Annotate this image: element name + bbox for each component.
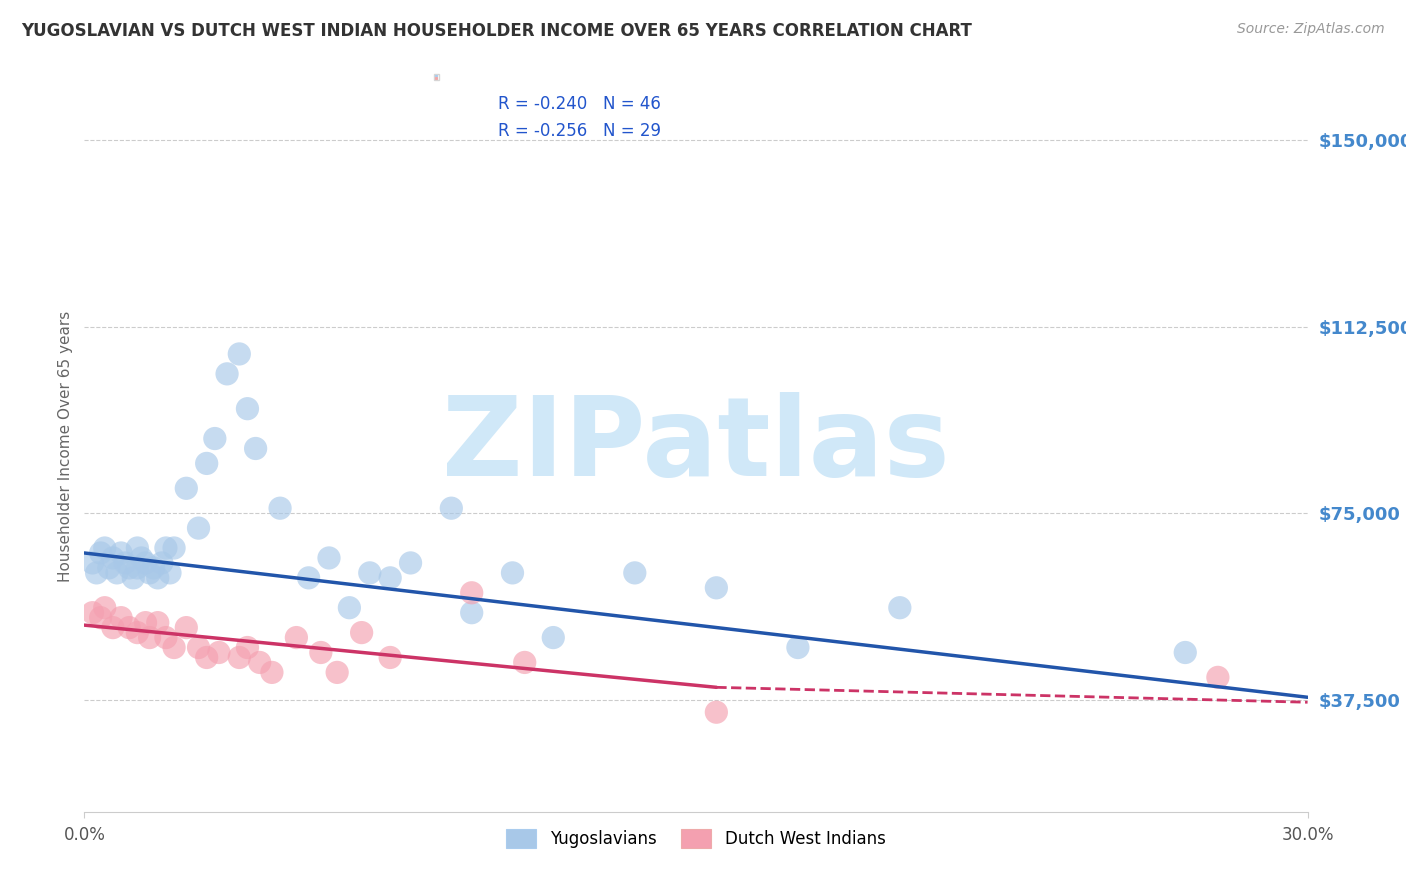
- Point: [105, 566, 128, 580]
- Point: [1206, 670, 1229, 684]
- Text: R = -0.240   N = 46: R = -0.240 N = 46: [498, 95, 661, 112]
- Y-axis label: Householder Income Over 65 years: Householder Income Over 65 years: [58, 310, 73, 582]
- Point: [142, 561, 165, 575]
- Point: [208, 645, 231, 659]
- Point: [146, 615, 169, 630]
- Point: [204, 432, 226, 446]
- Point: [236, 401, 259, 416]
- Point: [249, 656, 271, 670]
- Point: [86, 566, 108, 580]
- Point: [138, 566, 160, 580]
- Point: [187, 521, 209, 535]
- Point: [502, 566, 524, 580]
- Point: [174, 621, 197, 635]
- Point: [127, 625, 149, 640]
- Point: [399, 556, 422, 570]
- Point: [93, 600, 115, 615]
- Point: [285, 631, 308, 645]
- Text: R = -0.256   N = 29: R = -0.256 N = 29: [498, 122, 661, 140]
- Point: [298, 571, 321, 585]
- Point: [359, 566, 381, 580]
- Point: [122, 571, 145, 585]
- Point: [138, 631, 160, 645]
- Point: [155, 541, 177, 555]
- Point: [118, 621, 141, 635]
- Point: [513, 656, 536, 670]
- Point: [150, 556, 173, 570]
- Point: [1174, 645, 1197, 659]
- Point: [318, 551, 340, 566]
- Point: [110, 546, 132, 560]
- Text: YUGOSLAVIAN VS DUTCH WEST INDIAN HOUSEHOLDER INCOME OVER 65 YEARS CORRELATION CH: YUGOSLAVIAN VS DUTCH WEST INDIAN HOUSEHO…: [21, 22, 972, 40]
- Point: [706, 581, 728, 595]
- Point: [90, 610, 112, 624]
- Point: [269, 501, 291, 516]
- Point: [110, 610, 132, 624]
- Point: [135, 615, 157, 630]
- Point: [380, 650, 402, 665]
- Point: [187, 640, 209, 655]
- Point: [131, 551, 153, 566]
- Point: [195, 457, 218, 471]
- Point: [82, 556, 104, 570]
- Point: [217, 367, 239, 381]
- Point: [101, 551, 124, 566]
- Point: [101, 621, 124, 635]
- Point: [97, 561, 120, 575]
- Text: Source: ZipAtlas.com: Source: ZipAtlas.com: [1237, 22, 1385, 37]
- Point: [127, 561, 149, 575]
- Point: [260, 665, 283, 680]
- Point: [624, 566, 647, 580]
- Point: [155, 631, 177, 645]
- Point: [787, 640, 810, 655]
- Point: [380, 571, 402, 585]
- Point: [706, 705, 728, 719]
- Point: [889, 600, 911, 615]
- Point: [543, 631, 565, 645]
- Point: [195, 650, 218, 665]
- Point: [461, 606, 484, 620]
- Legend: Yugoslavians, Dutch West Indians: Yugoslavians, Dutch West Indians: [499, 822, 893, 855]
- Point: [163, 640, 186, 655]
- Point: [135, 556, 157, 570]
- Point: [339, 600, 361, 615]
- Point: [90, 546, 112, 560]
- Point: [309, 645, 332, 659]
- Point: [114, 556, 136, 570]
- Point: [146, 571, 169, 585]
- Point: [93, 541, 115, 555]
- Point: [159, 566, 181, 580]
- Point: [228, 347, 250, 361]
- Point: [440, 501, 463, 516]
- Point: [461, 586, 484, 600]
- Point: [127, 541, 149, 555]
- Point: [245, 442, 267, 456]
- Point: [236, 640, 259, 655]
- Point: [350, 625, 373, 640]
- Point: [82, 606, 104, 620]
- Point: [174, 481, 197, 495]
- Text: ZIPatlas: ZIPatlas: [441, 392, 950, 500]
- Point: [163, 541, 186, 555]
- Point: [118, 561, 141, 575]
- Point: [326, 665, 349, 680]
- Point: [228, 650, 250, 665]
